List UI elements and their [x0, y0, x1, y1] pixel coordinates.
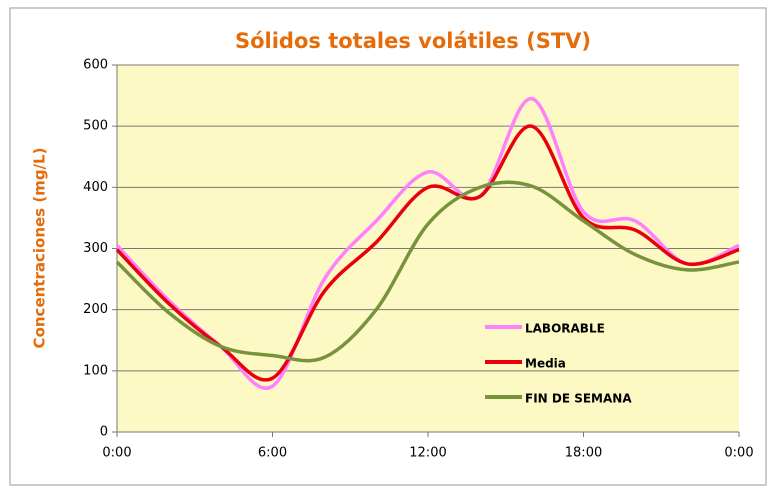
- y-tick-label: 300: [83, 241, 108, 256]
- y-tick-label: 200: [83, 302, 108, 317]
- x-tick-label: 0:00: [102, 446, 131, 461]
- y-tick-label: 0: [100, 425, 108, 440]
- x-tick-label: 0:00: [724, 446, 753, 461]
- legend-label: Media: [525, 357, 566, 371]
- chart-title: Sólidos totales volátiles (STV): [235, 29, 591, 53]
- y-tick-label: 100: [83, 363, 108, 378]
- legend-label: FIN DE SEMANA: [525, 392, 632, 406]
- y-tick-label: 600: [83, 58, 108, 73]
- y-axis-label: Concentraciones (mg/L): [31, 148, 49, 349]
- series-line: [115, 180, 740, 363]
- x-tick-label: 6:00: [258, 446, 287, 461]
- x-tick-label: 12:00: [409, 446, 446, 461]
- legend-label: LABORABLE: [525, 322, 605, 336]
- y-tick-label: 500: [83, 119, 108, 134]
- x-tick-label: 18:00: [565, 446, 602, 461]
- y-tick-label: 400: [83, 180, 108, 195]
